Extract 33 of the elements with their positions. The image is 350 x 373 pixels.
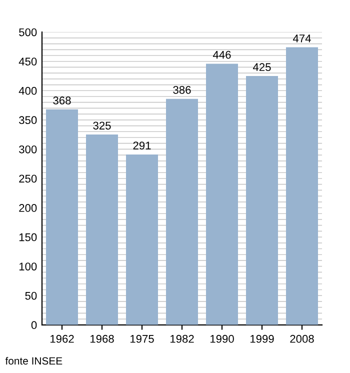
bar [206, 64, 238, 325]
y-tick-label: 100 [19, 262, 37, 270]
data-label: 291 [133, 142, 151, 150]
source-note: fonte INSEE [5, 356, 62, 365]
y-tick-label: 0 [31, 321, 37, 330]
bar [46, 109, 78, 325]
bar [86, 134, 118, 325]
x-tick-label: 1962 [50, 334, 74, 343]
x-tick-label: 1990 [210, 334, 234, 343]
x-tick-label: 1975 [130, 334, 154, 343]
data-label: 368 [53, 96, 71, 104]
x-tick-label: 2008 [290, 334, 314, 343]
data-label: 425 [252, 63, 271, 72]
bar [166, 98, 198, 325]
bar [246, 76, 278, 325]
y-tick-label: 150 [19, 233, 37, 242]
y-tick-label: 450 [18, 58, 37, 66]
data-label: 325 [93, 122, 111, 130]
y-tick-label: 300 [19, 145, 37, 154]
bar [286, 47, 318, 325]
bar [126, 154, 158, 325]
x-tick-label: 1999 [250, 334, 274, 343]
data-label: 446 [212, 50, 231, 59]
data-label: 474 [292, 34, 311, 42]
y-tick-label: 200 [19, 204, 37, 212]
y-tick-label: 500 [19, 28, 37, 36]
y-tick-label: 400 [18, 86, 37, 95]
y-tick-label: 350 [19, 116, 37, 124]
x-tick-label: 1968 [90, 334, 114, 343]
data-label: 386 [173, 86, 191, 94]
y-tick-label: 50 [25, 292, 37, 300]
x-tick-label: 1982 [170, 334, 194, 343]
y-tick-label: 250 [19, 174, 37, 183]
